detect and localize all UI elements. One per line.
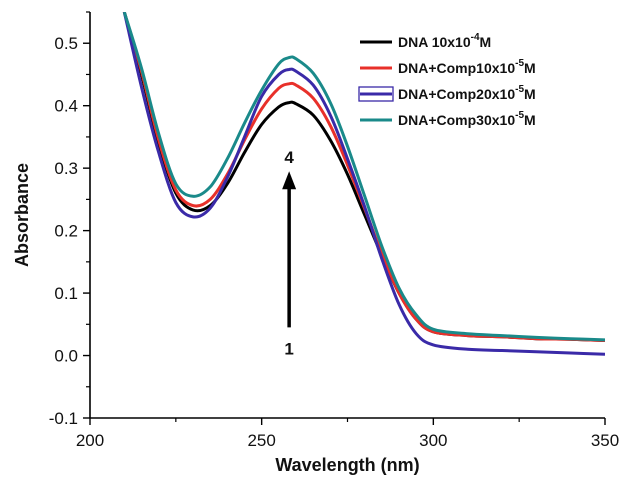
y-axis-title: Absorbance xyxy=(12,163,32,267)
legend: DNA 10x10-4MDNA+Comp10x10-5MDNA+Comp20x1… xyxy=(358,32,536,128)
legend-label-exponent: -5 xyxy=(515,110,524,121)
legend-label-unit: M xyxy=(524,86,536,102)
annotations: 41 xyxy=(282,148,297,359)
annotation-label-1: 4 xyxy=(284,148,294,167)
legend-label-text: DNA+Comp30x10 xyxy=(398,112,515,128)
y-tick-label: 0.3 xyxy=(54,159,78,178)
x-tick-label: 350 xyxy=(591,431,619,450)
legend-swatch-box-3 xyxy=(358,86,394,102)
series-line-4 xyxy=(122,12,605,342)
legend-label-text: DNA+Comp10x10 xyxy=(398,60,515,76)
y-tick-label: 0.0 xyxy=(54,347,78,366)
x-tick-label: 300 xyxy=(419,431,447,450)
y-tick-label: 0.2 xyxy=(54,222,78,241)
legend-label-4: DNA+Comp30x10-5M xyxy=(398,110,536,128)
legend-label-3: DNA+Comp20x10-5M xyxy=(398,84,536,102)
legend-label-unit: M xyxy=(524,60,536,76)
x-tick-label: 250 xyxy=(247,431,275,450)
legend-label-exponent: -5 xyxy=(515,84,524,95)
y-tick-label: 0.4 xyxy=(54,97,78,116)
y-tick-label: 0.5 xyxy=(54,34,78,53)
legend-label-exponent: -5 xyxy=(515,58,524,69)
x-axis-title: Wavelength (nm) xyxy=(275,455,419,475)
legend-label-exponent: -4 xyxy=(471,32,480,43)
y-tick-label: 0.1 xyxy=(54,284,78,303)
plot-lines xyxy=(122,12,605,356)
legend-label-1: DNA 10x10-4M xyxy=(398,32,491,50)
arrow-head xyxy=(282,171,297,190)
x-tick-label: 200 xyxy=(76,431,104,450)
ticks: 200 250 300 350 -0.1 0.0 0.1 0.2 0.3 0.4 0.5 xyxy=(49,11,619,450)
legend-label-text: DNA 10x10 xyxy=(398,34,471,50)
legend-label-unit: M xyxy=(480,34,492,50)
series-line-2 xyxy=(122,12,605,342)
legend-label-unit: M xyxy=(524,112,536,128)
legend-label-text: DNA+Comp20x10 xyxy=(398,86,515,102)
legend-label-2: DNA+Comp10x10-5M xyxy=(398,58,536,76)
annotation-label-2: 1 xyxy=(284,340,293,359)
series-line-3 xyxy=(122,12,605,356)
y-tick-label: -0.1 xyxy=(49,409,78,428)
